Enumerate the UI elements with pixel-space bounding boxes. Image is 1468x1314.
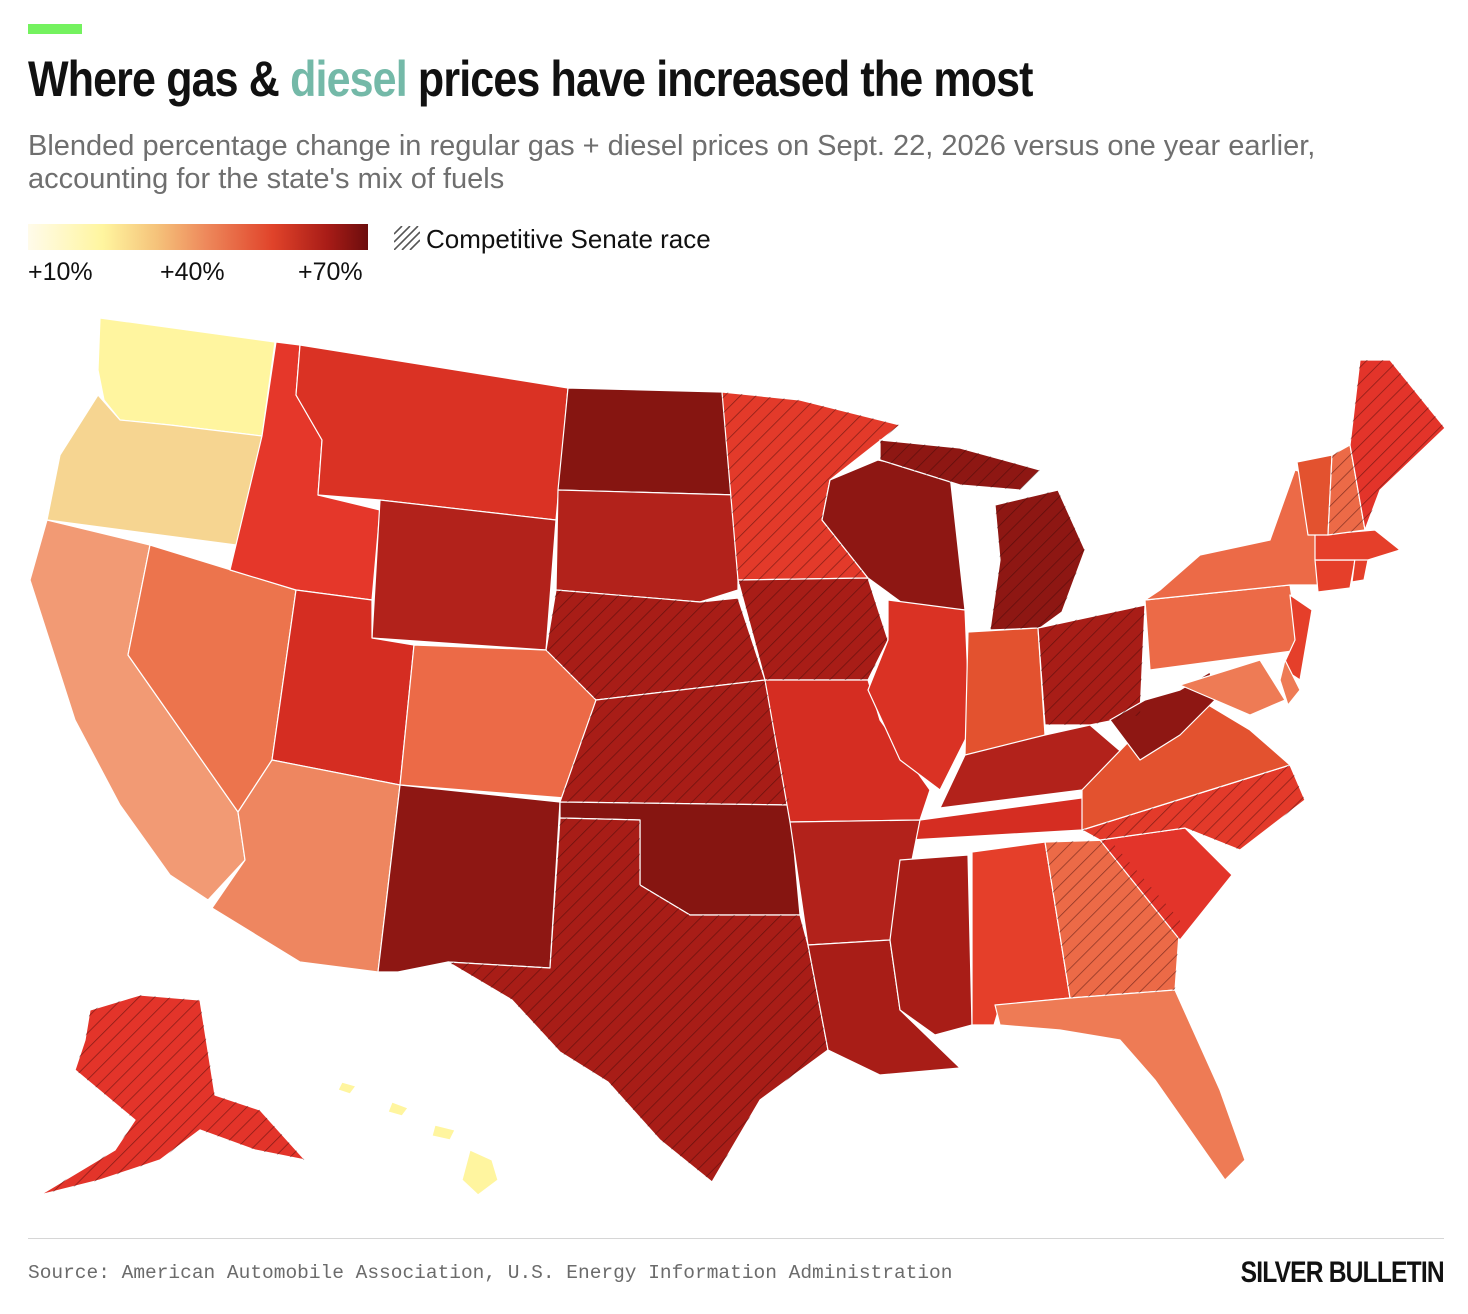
state-montana [295, 344, 569, 521]
hatch-alaska [40, 995, 305, 1195]
hatch-new-hampshire [1328, 445, 1365, 535]
state-south-dakota [555, 489, 739, 603]
state-florida [994, 989, 1246, 1181]
hatch-michigan-up [880, 440, 1040, 490]
legend-tick-high: +70% [298, 258, 363, 286]
hatch-swatch-icon [394, 226, 420, 250]
state-hawaii [337, 1081, 499, 1196]
state-new-mexico [377, 784, 561, 973]
state-mississippi [889, 854, 973, 1036]
state-north-dakota [557, 387, 739, 496]
hatch-ohio [1038, 605, 1145, 725]
hatch-kansas [560, 680, 790, 805]
hatch-texas [448, 818, 828, 1182]
hatch-north-carolina [1082, 765, 1305, 850]
state-washington [97, 317, 276, 437]
source-note: Source: American Automobile Association,… [28, 1262, 953, 1284]
hatch-iowa [738, 578, 888, 680]
brand-logo: SILVER BULLETIN [1240, 1256, 1445, 1289]
title-part-2: prices have increased the most [406, 51, 1034, 107]
legend-tick-mid: +40% [160, 258, 225, 286]
title-part-1: Where gas & [28, 51, 291, 107]
legend-tick-low: +10% [28, 258, 93, 286]
hatch-legend-label: Competitive Senate race [426, 224, 711, 254]
chart-subtitle: Blended percentage change in regular gas… [28, 130, 1316, 195]
legend: +10% +40% +70% Competitive Senate race [28, 224, 748, 286]
hatch-maine [1350, 360, 1445, 530]
state-rhode-island [1351, 557, 1369, 583]
state-wyoming [371, 499, 557, 651]
color-scale-ramp [28, 224, 368, 250]
footer-divider [28, 1238, 1444, 1239]
state-illinois [867, 599, 971, 791]
title-highlight-diesel: diesel [290, 51, 408, 107]
hatch-minnesota [722, 392, 900, 580]
hatch-nebraska [546, 590, 765, 700]
hatch-michigan [990, 490, 1085, 630]
state-connecticut [1314, 559, 1356, 593]
hatch-georgia [1045, 840, 1180, 998]
us-choropleth-map [29, 317, 1446, 1196]
chart-title: Where gas & diesel prices have increased… [28, 48, 1033, 110]
state-maryland [1179, 659, 1286, 716]
accent-bar [28, 24, 82, 34]
state-massachusetts [1314, 529, 1401, 561]
state-delaware [1279, 659, 1301, 706]
